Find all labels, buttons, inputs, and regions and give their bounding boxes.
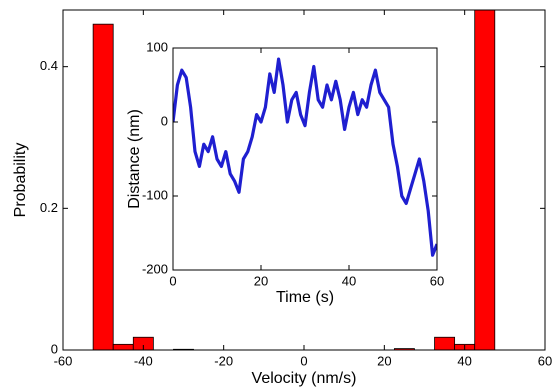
y-tick-label: 0.2 — [40, 200, 58, 215]
bars — [92, 10, 496, 350]
x-tick-label: 40 — [342, 273, 356, 288]
bar — [434, 336, 456, 350]
x-tick-label: -40 — [134, 353, 153, 368]
bar — [92, 23, 114, 350]
bar — [393, 348, 415, 350]
x-tick-label: -60 — [54, 353, 73, 368]
axes-frame — [172, 47, 438, 271]
x-tick-label: 20 — [254, 273, 268, 288]
x-axis-label: Velocity (nm/s) — [252, 370, 357, 387]
x-tick-label: 40 — [457, 353, 471, 368]
x-tick-label: 60 — [430, 273, 444, 288]
y-axis-label: Probability — [12, 143, 29, 218]
x-tick-label: -20 — [214, 353, 233, 368]
y-tick-label: 0.4 — [40, 58, 58, 73]
y-axis-label: Distance (nm) — [126, 109, 143, 209]
bar — [132, 336, 154, 350]
x-tick-label: 60 — [538, 353, 552, 368]
bar — [112, 343, 134, 350]
lines — [173, 57, 437, 257]
y-tick-label: -100 — [142, 187, 168, 202]
y-tick-label: 0 — [51, 341, 58, 356]
x-axis-label: Time (s) — [276, 289, 334, 306]
data-line — [173, 57, 437, 257]
x-tick-label: 20 — [377, 353, 391, 368]
x-tick-label: 0 — [300, 353, 307, 368]
bar — [474, 10, 496, 350]
y-tick-label: 0 — [161, 113, 168, 128]
y-tick-label: 100 — [146, 39, 168, 54]
x-tick-label: 0 — [169, 273, 176, 288]
y-tick-label: -200 — [142, 261, 168, 276]
